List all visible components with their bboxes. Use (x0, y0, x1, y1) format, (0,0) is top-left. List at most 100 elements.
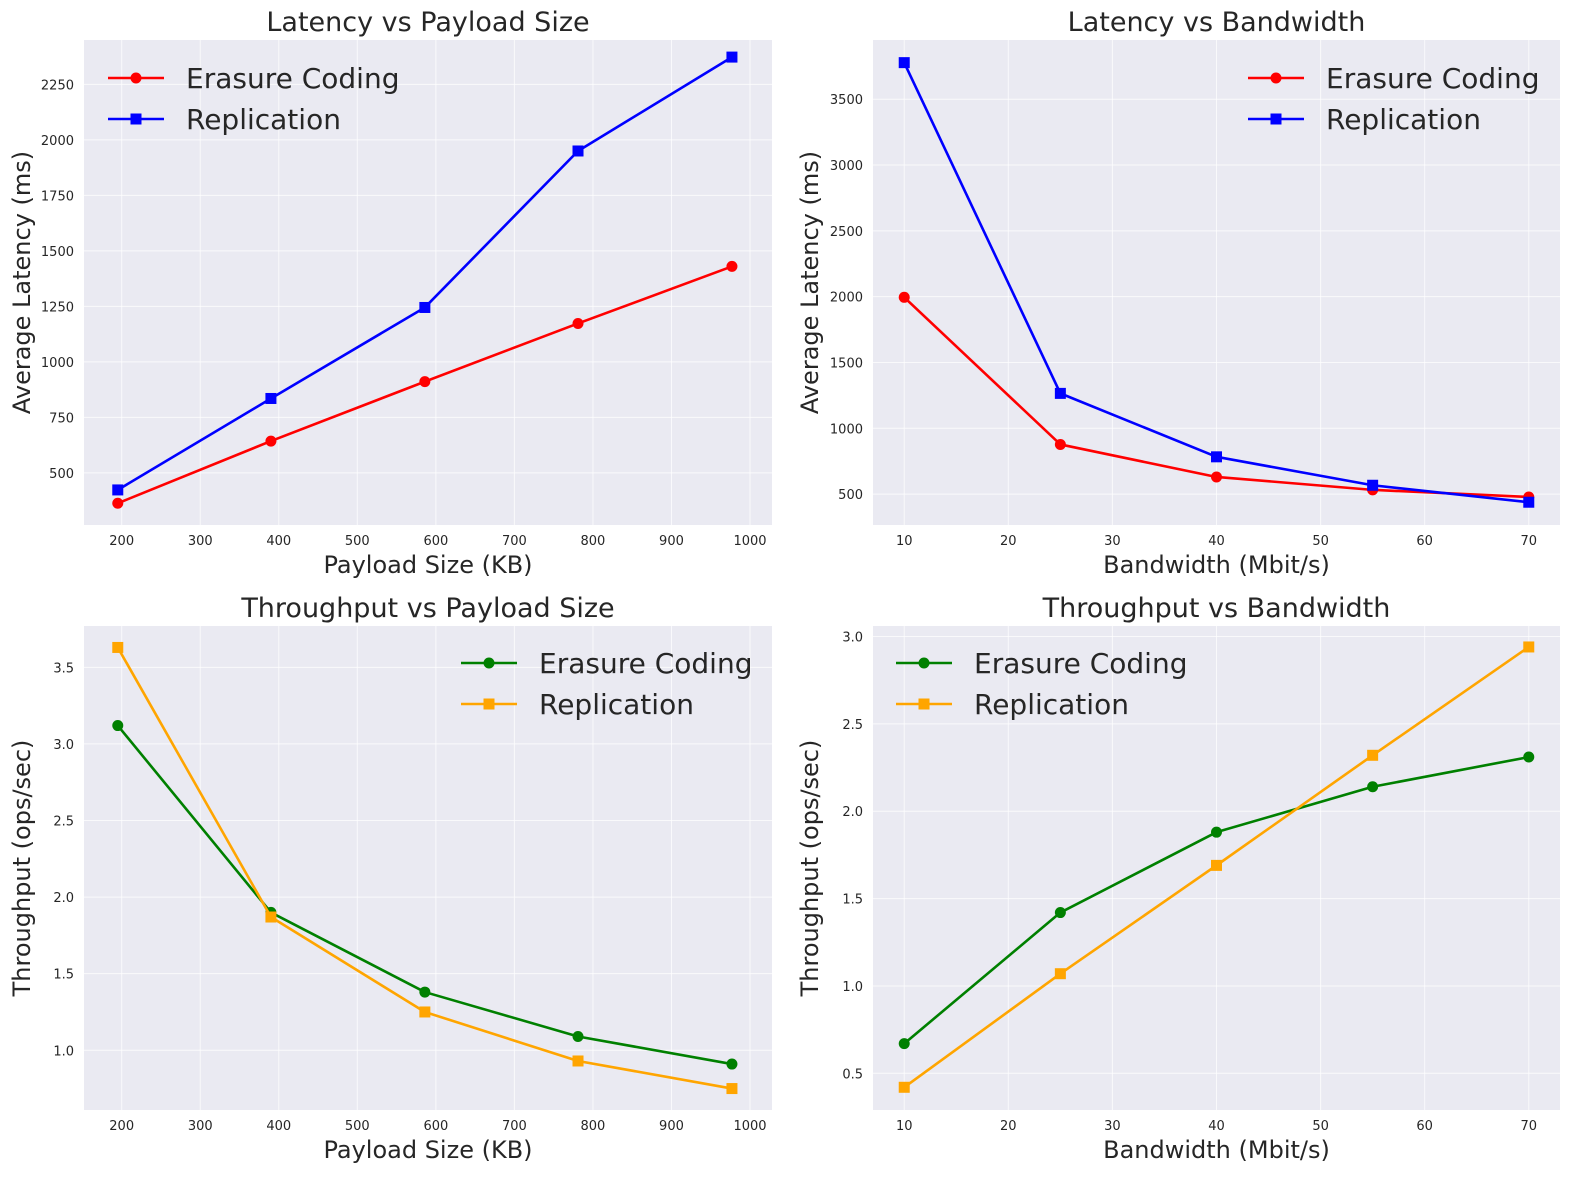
legend-marker (483, 657, 495, 669)
x-tick-label: 1000 (733, 1119, 766, 1134)
chart-title: Latency vs Payload Size (266, 7, 589, 38)
y-tick-label: 0.5 (842, 1067, 863, 1082)
series-replication (898, 57, 1535, 508)
data-point (419, 1006, 431, 1018)
series-erasure-coding (112, 260, 738, 509)
legend-label: Replication (1326, 103, 1481, 136)
x-axis-label: Payload Size (KB) (323, 551, 532, 579)
data-point (1211, 451, 1222, 463)
x-axis-label: Bandwidth (Mbit/s) (1103, 551, 1330, 579)
data-point (1367, 749, 1379, 761)
data-point (1523, 641, 1535, 653)
data-point (265, 435, 277, 447)
data-point (1211, 859, 1222, 871)
chart-panel-2: 10 20 30 40 50 60 70 500 1000 1500 2000 2500 3000 350… (796, 7, 1560, 579)
data-point (898, 1081, 910, 1093)
chart-title: Throughput vs Payload Size (240, 593, 614, 624)
legend: Erasure Coding Replication (108, 62, 399, 136)
data-point (112, 720, 124, 732)
y-tick-label: 2000 (830, 291, 863, 306)
x-tick-label: 600 (423, 534, 448, 549)
x-tick-label: 30 (1104, 534, 1121, 549)
series-replication (112, 51, 738, 496)
y-tick-label: 3.0 (842, 630, 863, 645)
legend-label: Erasure Coding (1326, 62, 1539, 95)
data-point (1054, 438, 1066, 450)
x-tick-label: 1000 (733, 534, 766, 549)
y-tick-label: 3000 (830, 159, 863, 174)
data-point (1367, 479, 1379, 491)
series-replication (898, 641, 1535, 1093)
y-tick-label: 750 (49, 411, 74, 426)
x-tick-label: 900 (659, 1119, 684, 1134)
data-point (572, 1030, 584, 1042)
y-tick-label: 2.0 (53, 891, 74, 906)
legend-marker (918, 657, 930, 669)
y-tick-label: 1500 (830, 356, 863, 371)
data-point (898, 291, 910, 303)
legend: Erasure Coding Replication (461, 647, 752, 721)
y-tick-label: 2000 (41, 134, 74, 149)
x-tick-label: 70 (1520, 1119, 1537, 1134)
y-tick-label: 500 (838, 488, 863, 503)
legend-marker (1270, 113, 1282, 125)
y-tick-label: 1750 (41, 189, 74, 204)
x-tick-label: 200 (109, 1119, 134, 1134)
data-point (1054, 387, 1066, 399)
data-point (726, 1058, 738, 1070)
plot-area (84, 40, 772, 525)
data-point (112, 641, 124, 653)
chart-title: Throughput vs Bandwidth (1042, 593, 1391, 624)
y-tick-label: 2.0 (842, 805, 863, 820)
x-tick-label: 700 (502, 1119, 527, 1134)
legend-label: Erasure Coding (539, 647, 752, 680)
legend-marker (1270, 72, 1282, 84)
data-point (1523, 496, 1535, 508)
data-point (1211, 826, 1222, 838)
data-point (419, 376, 431, 388)
legend-marker (483, 698, 495, 710)
data-point (265, 392, 277, 404)
x-tick-label: 40 (1208, 534, 1225, 549)
x-tick-label: 50 (1312, 534, 1329, 549)
y-tick-label: 1.0 (842, 980, 863, 995)
x-tick-label: 20 (1000, 534, 1017, 549)
data-point (1523, 751, 1535, 763)
x-tick-label: 800 (581, 534, 606, 549)
series-erasure-coding (898, 751, 1535, 1050)
data-point (898, 57, 910, 69)
legend-label: Replication (186, 103, 341, 136)
y-tick-label: 2.5 (842, 718, 863, 733)
data-point (1367, 781, 1379, 793)
x-tick-label: 60 (1416, 1119, 1433, 1134)
legend-marker (918, 698, 930, 710)
y-tick-label: 2.5 (53, 815, 74, 830)
chart-panel-3: 200 300 400 500 600 700 800 900 1000 1.0 1.5 2.0 2.5… (8, 593, 772, 1164)
data-point (572, 1055, 584, 1067)
data-point (726, 51, 738, 63)
y-tick-label: 1000 (41, 356, 74, 371)
data-point (1211, 471, 1222, 483)
y-axis-label: Throughput (ops/sec) (796, 740, 824, 998)
x-tick-label: 30 (1104, 1119, 1121, 1134)
x-tick-label: 300 (188, 534, 213, 549)
series-replication (112, 641, 738, 1095)
chart-panel-4: 10 20 30 40 50 60 70 0.5 1.0 1.5 2.0 2.5 3.0 Throughp… (796, 593, 1560, 1164)
x-tick-label: 800 (581, 1119, 606, 1134)
x-tick-label: 10 (896, 534, 913, 549)
data-point (572, 145, 584, 157)
x-tick-label: 500 (345, 534, 370, 549)
data-point (726, 260, 738, 272)
chart-title: Latency vs Bandwidth (1068, 7, 1366, 38)
x-tick-label: 60 (1416, 534, 1433, 549)
y-tick-label: 3.0 (53, 738, 74, 753)
legend-label: Erasure Coding (186, 62, 399, 95)
x-tick-label: 200 (109, 534, 134, 549)
y-tick-label: 1250 (41, 300, 74, 315)
chart-panel-1: 200 300 400 500 600 700 800 900 1000 500 750 1000 12… (8, 7, 772, 579)
plot-area (84, 626, 772, 1110)
data-point (572, 317, 584, 329)
legend: Erasure Coding Replication (1248, 62, 1539, 136)
legend-label: Erasure Coding (974, 647, 1187, 680)
